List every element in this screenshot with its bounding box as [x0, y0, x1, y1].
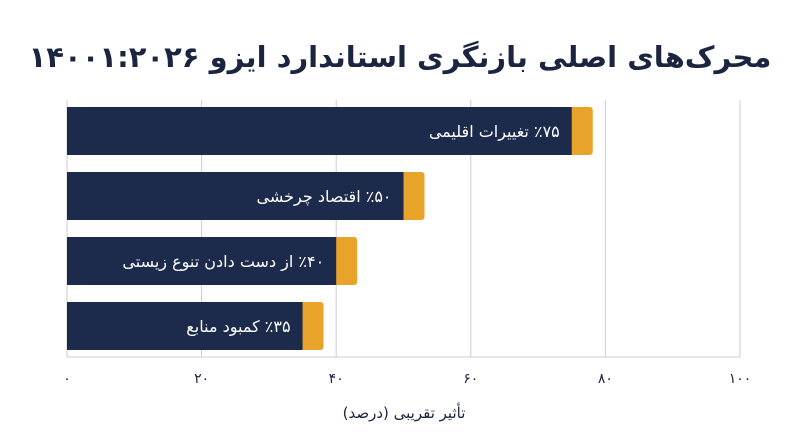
x-axis-title: تأثیر تقریبی (درصد) [343, 402, 466, 422]
bar-label: ٪۷۵ تغییرات اقلیمی [429, 122, 560, 142]
bar-accent [332, 237, 358, 285]
bar-accent [399, 172, 425, 220]
chart-title: محرک‌های اصلی بازنگری استاندارد ایزو ۱۴۰… [29, 40, 772, 74]
bar [67, 172, 404, 220]
bar-accent [298, 302, 324, 350]
bar-label: ٪۵۰ اقتصاد چرخشی [257, 187, 392, 207]
bars: ٪۷۵ تغییرات اقلیمی ٪۵۰ اقتصاد چرخشی ٪۴۰ از… [67, 107, 593, 350]
bar [67, 107, 572, 155]
x-tick-label: ۸۰ [598, 371, 613, 387]
x-tick-label: ۰ [63, 371, 71, 387]
bar [67, 302, 303, 350]
bar-accent [567, 107, 593, 155]
bar-label: ٪۴۰ از دست دادن تنوع زیستی [122, 252, 324, 272]
x-tick-label: ۲۰ [194, 371, 209, 387]
bar-label: ٪۳۵ کمبود منابع [186, 317, 290, 337]
x-axis: ۰ ۲۰ ۴۰ ۶۰ ۸۰ ۱۰۰ [63, 356, 752, 387]
x-tick-label: ۱۰۰ [729, 371, 752, 387]
x-tick-label: ۶۰ [463, 371, 478, 387]
x-tick-label: ۴۰ [329, 371, 344, 387]
bar [67, 237, 337, 285]
